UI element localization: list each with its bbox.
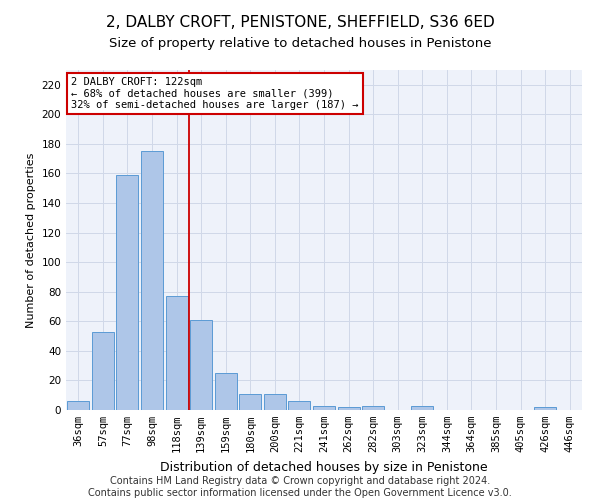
Bar <box>67 401 89 410</box>
Bar <box>166 296 188 410</box>
Bar <box>411 406 433 410</box>
Bar <box>141 152 163 410</box>
Bar <box>264 394 286 410</box>
Y-axis label: Number of detached properties: Number of detached properties <box>26 152 36 328</box>
Text: Size of property relative to detached houses in Penistone: Size of property relative to detached ho… <box>109 38 491 51</box>
X-axis label: Distribution of detached houses by size in Penistone: Distribution of detached houses by size … <box>160 460 488 473</box>
Bar <box>239 394 262 410</box>
Bar <box>190 320 212 410</box>
Bar <box>534 407 556 410</box>
Text: 2, DALBY CROFT, PENISTONE, SHEFFIELD, S36 6ED: 2, DALBY CROFT, PENISTONE, SHEFFIELD, S3… <box>106 15 494 30</box>
Bar <box>116 175 139 410</box>
Bar <box>362 406 384 410</box>
Bar <box>215 373 237 410</box>
Bar <box>289 401 310 410</box>
Bar <box>313 406 335 410</box>
Text: Contains HM Land Registry data © Crown copyright and database right 2024.
Contai: Contains HM Land Registry data © Crown c… <box>88 476 512 498</box>
Text: 2 DALBY CROFT: 122sqm
← 68% of detached houses are smaller (399)
32% of semi-det: 2 DALBY CROFT: 122sqm ← 68% of detached … <box>71 77 359 110</box>
Bar <box>92 332 114 410</box>
Bar <box>338 407 359 410</box>
